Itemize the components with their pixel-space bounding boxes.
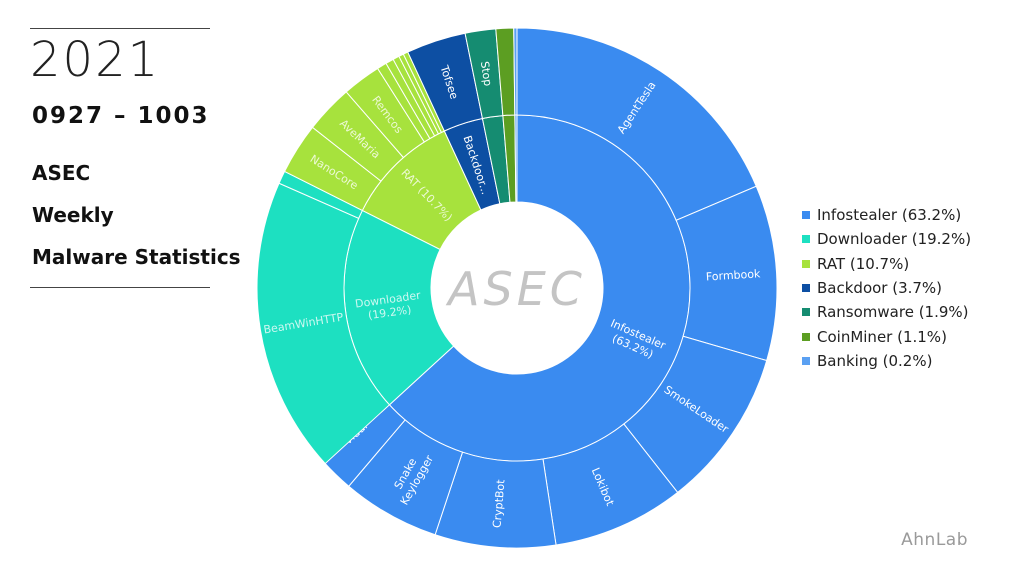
legend-label: Backdoor (3.7%) — [817, 279, 943, 298]
legend-label: Downloader (19.2%) — [817, 230, 972, 249]
center-hole — [431, 202, 603, 374]
legend-swatch — [802, 259, 810, 268]
legend-label: CoinMiner (1.1%) — [817, 327, 947, 346]
legend-item-infostealer: Infostealer (63.2%) — [802, 203, 971, 227]
legend-swatch — [802, 284, 810, 293]
report-year: 2021 — [30, 32, 161, 88]
legend-item-ransomware: Ransomware (1.9%) — [802, 300, 971, 324]
legend-swatch — [802, 308, 810, 317]
ahnlab-logo: AhnLab — [901, 530, 968, 550]
header-rule-bottom — [30, 287, 210, 288]
legend-swatch — [802, 332, 810, 341]
chart-legend: Infostealer (63.2%) Downloader (19.2%) RAT… — [802, 203, 971, 373]
legend-label: Infostealer (63.2%) — [817, 206, 962, 225]
title-line-1: ASEC — [32, 161, 91, 185]
header-rule-top — [30, 28, 210, 29]
title-line-3: Malware Statistics — [32, 245, 241, 269]
legend-item-backdoor: Backdoor (3.7%) — [802, 276, 971, 300]
legend-swatch — [802, 235, 810, 244]
legend-label: RAT (10.7%) — [817, 254, 910, 273]
center-asec-logo: ASEC — [445, 262, 586, 316]
outer-label-stop: Stop — [478, 60, 494, 87]
legend-swatch — [802, 356, 810, 365]
title-line-2: Weekly — [32, 203, 114, 227]
legend-item-downloader: Downloader (19.2%) — [802, 227, 971, 251]
outer-label-formbook: Formbook — [706, 267, 762, 283]
report-week-range: 0927 – 1003 — [32, 103, 210, 129]
outer-label-cryptbot: CryptBot — [490, 478, 507, 528]
legend-label: Ransomware (1.9%) — [817, 303, 969, 322]
legend-item-coinminer: CoinMiner (1.1%) — [802, 324, 971, 348]
legend-label: Banking (0.2%) — [817, 351, 933, 370]
outer-segment-banking-0 — [513, 27, 518, 116]
legend-swatch — [802, 211, 810, 220]
legend-item-rat: RAT (10.7%) — [802, 252, 971, 276]
legend-item-banking: Banking (0.2%) — [802, 349, 971, 373]
